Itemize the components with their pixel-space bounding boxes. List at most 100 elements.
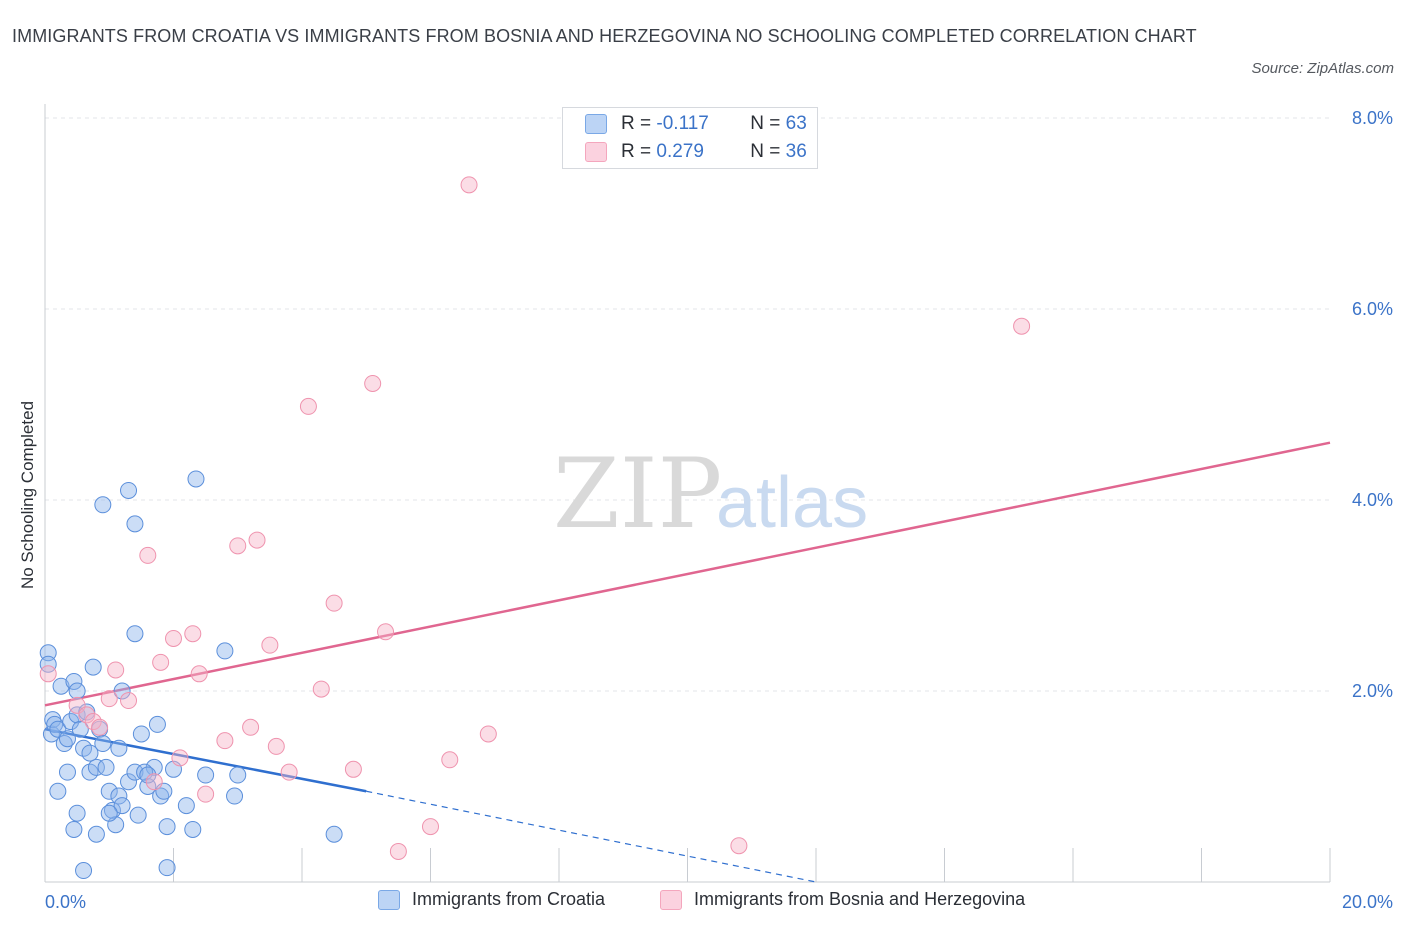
point-bosnia [78,706,96,724]
point-bosnia [216,732,234,750]
point-bosnia [120,692,138,710]
point-croatia [197,766,215,784]
point-croatia [139,766,157,784]
legend-swatch-bosnia [585,142,607,162]
legend-row-croatia: R = -0.117 N = 63 [585,112,807,136]
point-bosnia [479,725,497,743]
watermark: ZIP atlas [553,438,868,550]
point-croatia [52,677,70,695]
point-croatia [229,766,247,784]
point-croatia [68,804,86,822]
legend-r-value: -0.117 [656,113,709,134]
point-croatia [158,818,176,836]
point-croatia [216,642,234,660]
point-bosnia [325,594,343,612]
point-croatia [68,682,86,700]
point-bosnia [229,537,247,555]
watermark-zip: ZIP [553,438,722,550]
series-legend-bosnia[interactable]: Immigrants from Bosnia and Herzegovina [660,889,1025,910]
point-croatia [158,859,176,877]
point-croatia [55,735,73,753]
point-croatia [103,801,121,819]
point-croatia [325,825,343,843]
point-croatia [110,739,128,757]
point-bosnia [267,737,285,755]
series-legend-croatia[interactable]: Immigrants from Croatia [378,889,605,910]
legend-n-label: N = [750,113,781,134]
point-croatia [94,496,112,514]
legend-r-label: R = [621,113,652,134]
chart-title: IMMIGRANTS FROM CROATIA VS IMMIGRANTS FR… [12,26,1197,46]
x-tick-label: 20.0% [1342,892,1393,912]
point-croatia [68,706,86,724]
trend-line-croatia-extension [366,790,817,883]
point-croatia [120,773,138,791]
point-bosnia [171,749,189,767]
trend-lines [44,441,1331,883]
point-croatia [94,735,112,753]
point-bosnia [100,690,118,708]
x-tick-label: 0.0% [45,892,86,912]
point-croatia [65,672,83,690]
point-bosnia [460,176,478,194]
point-croatia [75,862,93,880]
point-croatia [58,730,76,748]
point-croatia [100,804,118,822]
trend-line-bosnia [44,441,1331,707]
point-croatia [126,515,144,533]
series-name-croatia: Immigrants from Croatia [412,889,606,909]
legend-n-label: N = [750,141,781,162]
point-bosnia [145,773,163,791]
point-bosnia [344,760,362,778]
watermark-atlas: atlas [716,463,868,543]
data-points [39,176,1031,880]
point-croatia [184,820,202,838]
point-bosnia [91,718,109,736]
point-bosnia [312,680,330,698]
y-tick-label: 8.0% [1352,108,1393,128]
point-bosnia [139,546,157,564]
point-bosnia [377,623,395,641]
point-croatia [126,763,144,781]
trend-line-croatia [44,727,367,793]
legend-r-label: R = [621,141,652,162]
point-croatia [226,787,244,805]
point-bosnia [242,718,260,736]
point-croatia [148,715,166,733]
y-tick-label: 2.0% [1352,681,1393,701]
point-bosnia [280,763,298,781]
point-bosnia [1013,317,1031,335]
axes [44,104,1331,883]
point-bosnia [248,531,266,549]
point-croatia [177,797,195,815]
point-croatia [87,825,105,843]
point-croatia [84,658,102,676]
legend-swatch-croatia [585,114,607,134]
point-bosnia [299,397,317,415]
legend-n-value: 63 [785,113,807,134]
series-swatch-bosnia [660,889,682,910]
legend-row-bosnia: R = 0.279 N = 36 [585,140,807,164]
y-tick-label: 6.0% [1352,299,1393,319]
correlation-legend: R = -0.117 N = 63 R = 0.279 N = 36 [562,107,818,169]
point-croatia [65,820,83,838]
point-croatia [58,763,76,781]
legend-n-value: 36 [785,141,807,162]
point-croatia [120,481,138,499]
point-bosnia [197,785,215,803]
point-croatia [100,782,118,800]
point-croatia [187,470,205,488]
point-croatia [152,787,170,805]
point-bosnia [84,713,102,731]
point-bosnia [165,629,182,647]
point-bosnia [730,837,748,855]
point-croatia [97,758,115,776]
point-croatia [46,715,64,733]
point-bosnia [107,661,125,679]
point-croatia [81,744,99,762]
point-croatia [113,797,131,815]
point-croatia [113,682,131,700]
point-bosnia [152,653,170,671]
y-tick-label: 4.0% [1352,490,1393,510]
